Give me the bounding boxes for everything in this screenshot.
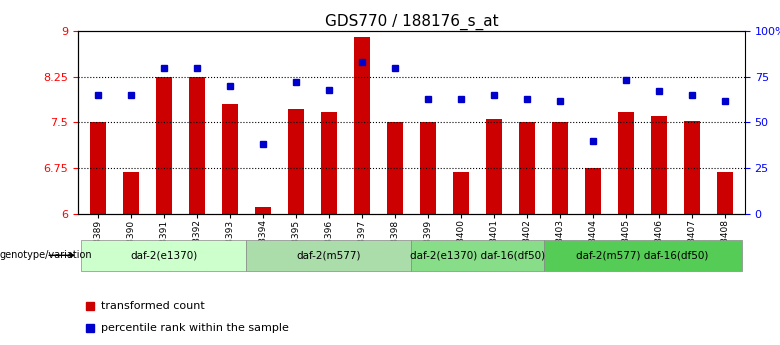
Text: percentile rank within the sample: percentile rank within the sample	[101, 323, 289, 333]
Bar	[486, 119, 502, 214]
Text: daf-2(m577): daf-2(m577)	[296, 250, 361, 260]
Bar	[717, 172, 733, 214]
Bar	[387, 122, 403, 214]
FancyBboxPatch shape	[412, 240, 544, 271]
Text: genotype/variation: genotype/variation	[0, 250, 93, 260]
Bar	[254, 207, 271, 214]
Bar	[519, 122, 535, 214]
Text: daf-2(m577) daf-16(df50): daf-2(m577) daf-16(df50)	[576, 250, 709, 260]
Title: GDS770 / 188176_s_at: GDS770 / 188176_s_at	[324, 13, 498, 30]
Bar	[452, 172, 470, 214]
Bar	[321, 111, 337, 214]
Bar	[288, 109, 304, 214]
Bar	[90, 122, 106, 214]
Bar	[585, 168, 601, 214]
Bar	[651, 116, 668, 214]
Bar	[684, 121, 700, 214]
Bar	[155, 77, 172, 214]
Text: transformed count: transformed count	[101, 301, 205, 311]
FancyBboxPatch shape	[544, 240, 742, 271]
Bar	[551, 122, 569, 214]
Bar	[222, 104, 238, 214]
Bar	[122, 172, 139, 214]
Text: daf-2(e1370) daf-16(df50): daf-2(e1370) daf-16(df50)	[410, 250, 545, 260]
FancyBboxPatch shape	[246, 240, 412, 271]
Bar	[353, 37, 370, 214]
Bar	[420, 122, 436, 214]
Text: daf-2(e1370): daf-2(e1370)	[130, 250, 197, 260]
Bar	[189, 77, 205, 214]
Bar	[618, 111, 634, 214]
FancyBboxPatch shape	[81, 240, 246, 271]
